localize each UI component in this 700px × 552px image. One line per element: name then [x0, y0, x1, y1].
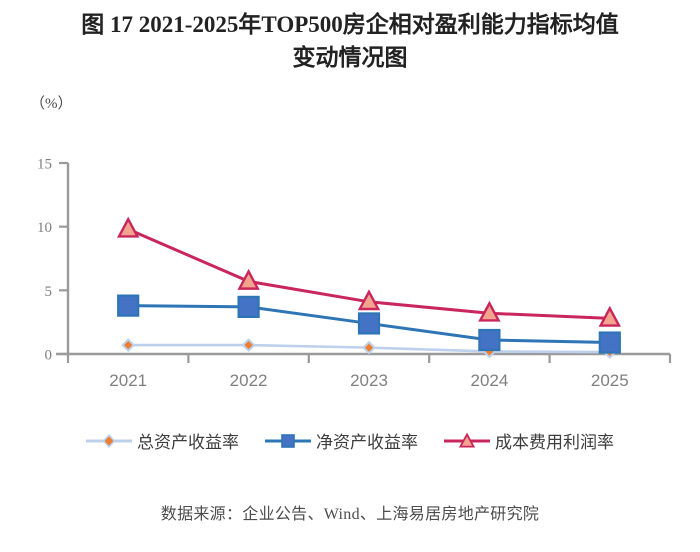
data-point-diamond [121, 338, 136, 353]
chart-legend: 总资产收益率 净资产收益率 成本费用利润率 [0, 428, 700, 453]
chart-title-block: 图 17 2021-2025年TOP500房企相对盈利能力指标均值 变动情况图 [0, 0, 700, 75]
x-axis-tick-label: 2021 [109, 371, 147, 390]
data-point-diamond [362, 340, 376, 355]
chart-plot-area: 0 5 10 15 2021 2022 2023 2024 2025 [0, 130, 700, 395]
data-point-square [357, 312, 381, 335]
legend-label-net-asset-return: 净资产收益率 [316, 433, 418, 452]
diamond-marker-icon [86, 433, 132, 448]
data-point-triangle [598, 305, 622, 327]
series-2 [117, 294, 621, 354]
x-axis-tick-label: 2025 [591, 371, 629, 390]
data-point-diamond [241, 338, 256, 353]
data-source-note: 数据来源：企业公告、Wind、上海易居房地产研究院 [160, 506, 540, 523]
y-axis-unit-label: （%） [30, 96, 73, 112]
data-point-triangle [116, 216, 140, 238]
page-title-line-2: 变动情况图 [292, 45, 408, 71]
legend-item-cost-profit-ratio[interactable]: 成本费用利润率 [444, 428, 614, 453]
y-axis-tick-label: 0 [45, 348, 53, 364]
series-3 [116, 216, 622, 327]
square-marker-icon [265, 433, 311, 448]
legend-label-total-asset-return: 总资产收益率 [137, 433, 239, 452]
data-point-triangle [237, 268, 260, 290]
y-axis-tick-label: 10 [37, 220, 52, 236]
data-point-square [598, 331, 621, 354]
data-point-triangle [357, 289, 381, 311]
data-point-square [237, 295, 260, 318]
page-title-line-1: 图 17 2021-2025年TOP500房企相对盈利能力指标均值 [81, 12, 619, 37]
triangle-marker-icon [444, 432, 490, 448]
y-axis-tick-label: 5 [45, 284, 53, 300]
legend-item-total-asset-return[interactable]: 总资产收益率 [86, 428, 239, 453]
data-point-triangle [478, 300, 501, 322]
x-axis-tick-label: 2024 [470, 371, 508, 390]
x-axis-tick-label: 2022 [230, 371, 268, 390]
legend-item-net-asset-return[interactable]: 净资产收益率 [265, 428, 418, 453]
legend-label-cost-profit-ratio: 成本费用利润率 [495, 433, 614, 452]
line-chart-svg: 0 5 10 15 2021 2022 2023 2024 2025 [37, 157, 672, 390]
data-point-square [117, 294, 140, 317]
x-axis-tick-label: 2023 [350, 371, 388, 390]
y-axis-tick-label: 15 [37, 157, 52, 173]
data-point-square [478, 328, 501, 352]
